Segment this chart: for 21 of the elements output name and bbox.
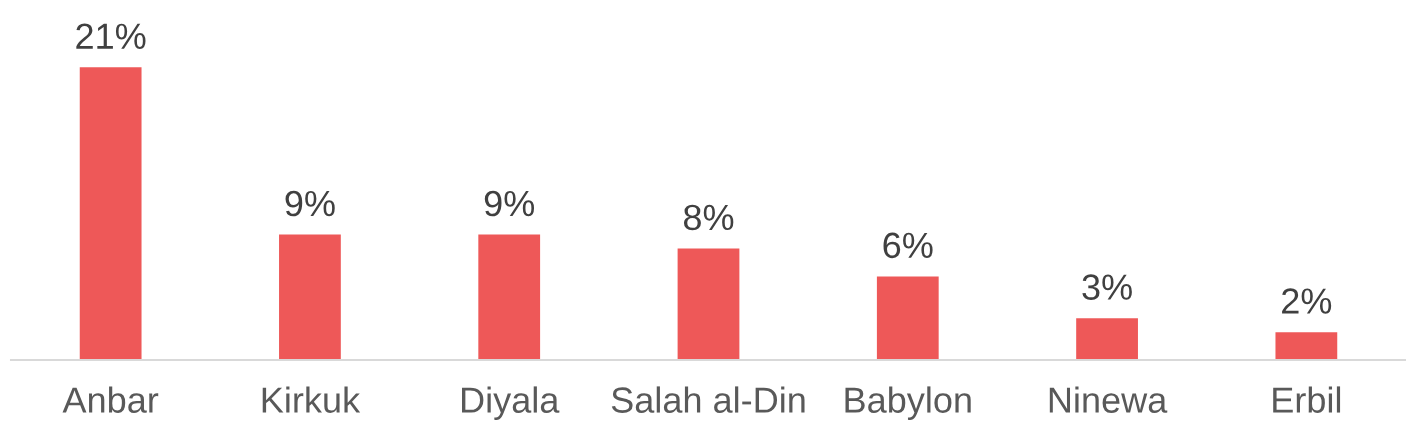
data-label: 9% [484, 190, 535, 217]
x-tick-label: Babylon [845, 386, 971, 421]
bar [677, 248, 740, 360]
data-label: 21% [76, 23, 146, 49]
x-tick-label: Salah al-Din [611, 386, 805, 413]
x-tick-label: Kirkuk [262, 386, 361, 413]
data-label: 2% [1282, 288, 1332, 314]
bar [79, 67, 142, 360]
bar [1275, 332, 1338, 360]
x-tick-label: Erbil [1273, 386, 1341, 413]
bar [876, 276, 939, 360]
bar [279, 234, 341, 360]
x-tick-label: Diyala [462, 386, 560, 421]
data-label: 6% [883, 232, 933, 259]
x-tick-label: Ninewa [1049, 386, 1168, 413]
bar [478, 234, 541, 360]
bar [1076, 318, 1138, 360]
data-label: 3% [1082, 274, 1132, 300]
data-label: 9% [285, 190, 335, 217]
x-tick-label: Anbar [62, 386, 159, 413]
data-label: 8% [683, 204, 734, 231]
